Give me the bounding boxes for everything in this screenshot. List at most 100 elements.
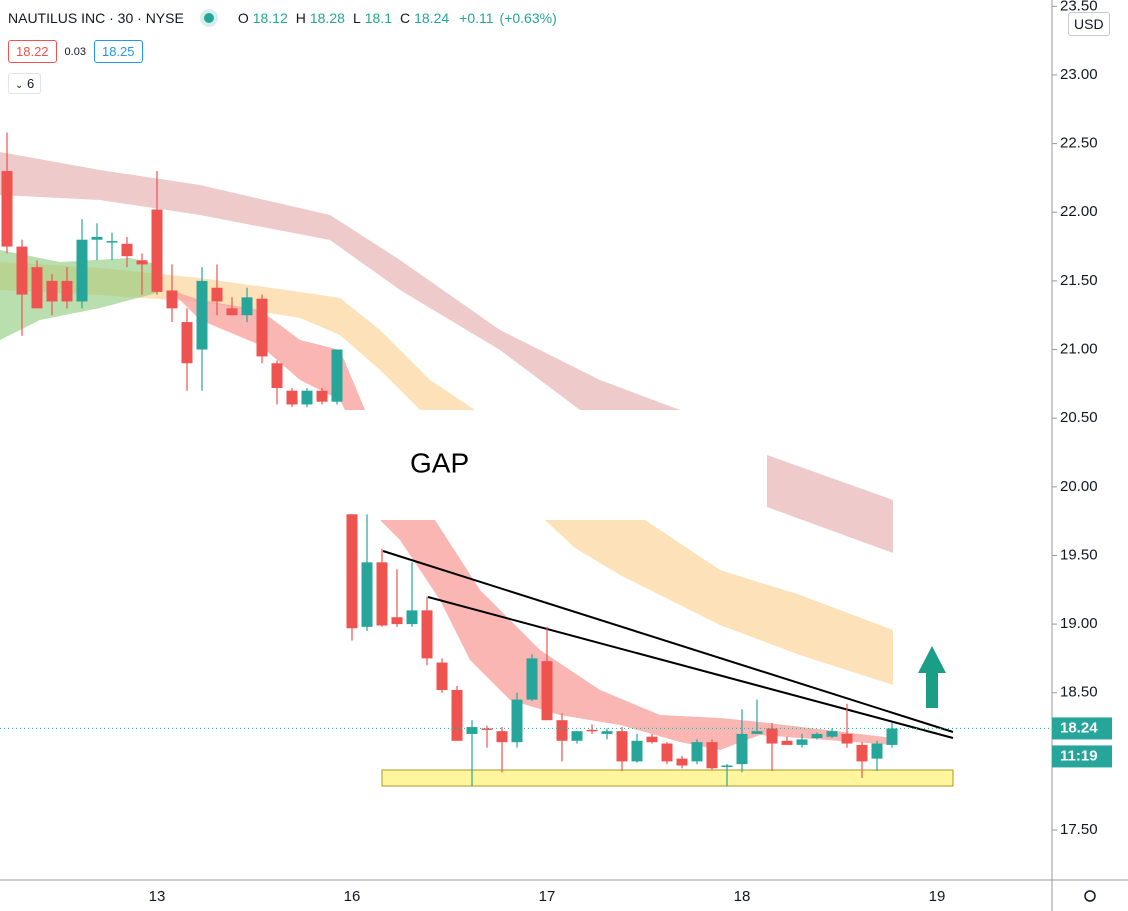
support-zone [381, 769, 954, 787]
candle-body [61, 280, 73, 302]
ohlc-value: 18.24 [414, 10, 450, 26]
candle-body [661, 743, 673, 762]
candle-body [166, 290, 178, 309]
candle-body [616, 731, 628, 762]
candle-body [406, 610, 418, 625]
settings-icon[interactable] [1084, 890, 1096, 902]
y-tick-label: 19.00 [1060, 615, 1098, 632]
candle-body [121, 243, 133, 257]
candle-body [271, 363, 283, 388]
symbol: NAUTILUS INC · 30 · NYSE [8, 10, 184, 26]
arrow-head [918, 646, 946, 673]
candle-body [706, 742, 718, 769]
ohlc-value: 18.1 [364, 10, 392, 26]
candle-body [106, 241, 118, 243]
candle-body [346, 514, 358, 629]
candle-body [676, 758, 688, 766]
candle-body [316, 390, 328, 402]
ema-band-slow [767, 455, 893, 553]
candle-body [721, 765, 733, 768]
change-pct: (+0.63%) [499, 10, 557, 26]
y-tick-label: 21.00 [1060, 340, 1098, 357]
candle-body [16, 246, 28, 295]
y-tick-label: 17.50 [1060, 821, 1098, 838]
trend-line [382, 550, 954, 733]
indicator-count: 6 [27, 76, 35, 91]
candle-body [331, 349, 343, 402]
candle-body [436, 662, 448, 690]
indicator-toggle[interactable]: ⌄ 6 [8, 73, 42, 94]
candle-body [151, 209, 163, 292]
y-tick-label: 22.00 [1060, 203, 1098, 220]
candle-body [586, 729, 598, 732]
x-tick-label: 13 [149, 888, 166, 905]
y-tick-label: 21.50 [1060, 272, 1098, 289]
y-tick-label: 18.50 [1060, 684, 1098, 701]
last-price-label: 18.24 [1060, 719, 1098, 736]
candle-body [1, 171, 13, 247]
spread: 0.03 [64, 45, 86, 58]
candle-body [136, 260, 148, 265]
candle-body [556, 720, 568, 741]
candle-body [736, 733, 748, 765]
y-tick-label: 22.50 [1060, 135, 1098, 152]
candle-body [601, 731, 613, 734]
legend: NAUTILUS INC · 30 · NYSE O 18.12 H 18.28 L 18… [8, 10, 557, 26]
ohlc-values: O 18.12 H 18.28 L 18.1 C 18.24 [238, 10, 453, 26]
candle-body [496, 731, 508, 743]
arrow-shaft [926, 670, 938, 708]
candle-body [211, 287, 223, 302]
status-dot [203, 13, 214, 23]
candle-body [76, 239, 88, 302]
y-tick-label: 20.50 [1060, 409, 1098, 426]
sell-button[interactable]: 18.22 [8, 40, 57, 63]
candle-body [541, 661, 553, 721]
y-tick-label: 20.00 [1060, 478, 1098, 495]
candle-body [286, 390, 298, 405]
candle-body [511, 699, 523, 743]
annotation: GAP [410, 447, 469, 478]
ema-band-slow [0, 152, 680, 410]
trade-panel: 18.22 0.03 18.25 [8, 40, 143, 63]
candle-body [631, 740, 643, 762]
candle-body [31, 267, 43, 309]
candle-body [196, 280, 208, 350]
candle-body [796, 739, 808, 745]
y-tick-label: 23.50 [1060, 0, 1098, 14]
candle-body [751, 731, 763, 734]
candle-body [391, 617, 403, 625]
ohlc-value: 18.12 [252, 10, 288, 26]
candle-body [451, 689, 463, 741]
candle-body [361, 562, 373, 627]
ohlc-label: O [237, 10, 249, 26]
trend-line [427, 596, 954, 739]
countdown-tag [1052, 745, 1112, 768]
candle-body [91, 236, 103, 240]
candle-body [781, 740, 793, 745]
candle-body [691, 742, 703, 762]
candle-body [46, 280, 58, 302]
change: +0.11 [459, 10, 494, 26]
buy-button[interactable]: 18.25 [93, 40, 143, 63]
currency[interactable]: USD [1068, 12, 1110, 36]
candle-body [481, 728, 493, 730]
x-tick-label: 17 [539, 888, 556, 905]
ohlc-label: H [295, 10, 306, 26]
candle-body [181, 322, 193, 364]
candle-body [886, 728, 898, 745]
candle-body [571, 731, 583, 741]
candle-body [526, 658, 538, 700]
candle-body [841, 733, 853, 744]
candle-body [766, 728, 778, 744]
candle-body [226, 308, 238, 316]
ema-band-fast-red [370, 520, 893, 750]
ohlc-value: 18.28 [309, 10, 345, 26]
ohlc-label: C [399, 10, 411, 26]
candle-body [301, 390, 313, 405]
candle-body [466, 727, 478, 734]
ohlc-label: L [352, 10, 361, 26]
last-price-tag [1052, 717, 1112, 740]
candle-body [256, 298, 268, 357]
